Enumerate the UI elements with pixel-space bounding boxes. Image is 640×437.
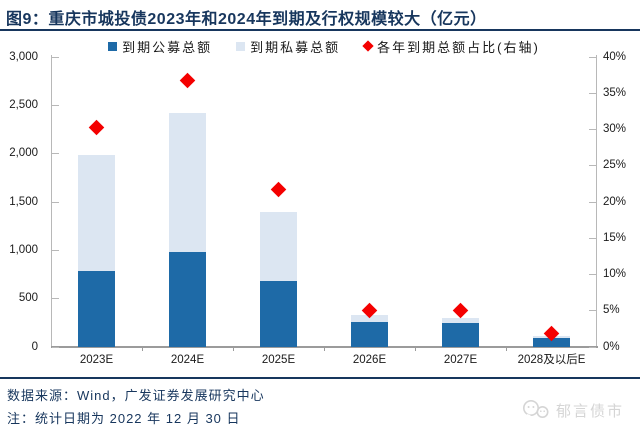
- left-axis-tick-mark: [52, 298, 59, 300]
- legend-item-public-bond: 到期公募总额: [108, 37, 212, 56]
- right-axis-line: [596, 55, 597, 348]
- left-axis-line: [51, 55, 52, 348]
- right-axis-tick-mark: [589, 274, 596, 275]
- bar-public-segment: [78, 271, 115, 347]
- x-axis-tick-mark: [415, 347, 416, 351]
- right-axis-tick-mark: [589, 346, 596, 348]
- x-axis-category-labels: 2023E 2024E 2025E 2026E 2027E 2028及以后E: [51, 353, 597, 369]
- left-axis-tick-label: 1,500: [9, 195, 38, 208]
- watermark-text: 郁言债市: [555, 402, 624, 420]
- right-axis-tick-label: 20%: [603, 195, 627, 208]
- right-axis-tick-label: 5%: [603, 304, 620, 317]
- bar-private-segment: [260, 211, 297, 281]
- legend-label-public: 到期公募总额: [122, 39, 213, 55]
- watermark: 郁言债市: [521, 399, 624, 421]
- x-category-label: 2024E: [170, 354, 205, 366]
- left-axis-tick-label: 500: [18, 292, 38, 305]
- bottom-divider: [0, 377, 640, 379]
- bar-public-segment: [442, 322, 479, 347]
- right-axis-tick-mark: [589, 165, 596, 167]
- right-axis-tick-label: 30%: [603, 123, 627, 135]
- left-axis-tick-label: 2,000: [9, 147, 38, 160]
- left-axis-tick-mark: [52, 104, 59, 106]
- legend-square-swatch-private: [236, 41, 246, 51]
- legend-label-share: 各年到期总额占比(右轴): [377, 39, 540, 55]
- bar-public-segment: [533, 337, 570, 347]
- legend-diamond-swatch-share: [362, 40, 374, 52]
- left-axis-tick-mark: [52, 346, 59, 348]
- x-category-label: 2023E: [79, 354, 114, 366]
- right-axis-tick-mark: [589, 92, 596, 94]
- right-axis-tick-mark: [589, 201, 596, 203]
- chart-legend: 到期公募总额 到期私募总额 各年到期总额占比(右轴): [51, 37, 597, 55]
- left-axis-tick-label: 0: [31, 340, 38, 353]
- bar-private-segment: [351, 315, 388, 322]
- bar-public-segment: [260, 280, 297, 347]
- right-axis-tick-label: 25%: [603, 159, 627, 172]
- x-category-label: 2028及以后E: [517, 354, 586, 366]
- x-axis-tick-mark: [233, 347, 234, 351]
- legend-item-private-bond: 到期私募总额: [236, 37, 340, 56]
- bar-private-segment: [442, 318, 479, 323]
- left-axis-tick-label: 2,500: [9, 98, 38, 111]
- title-divider: [0, 29, 640, 31]
- bar-public-segment: [169, 251, 206, 347]
- share-diamond-marker: [88, 119, 105, 136]
- legend-square-swatch-public: [108, 41, 118, 51]
- right-axis-tick-label: 40%: [603, 50, 627, 63]
- plot-area: [51, 55, 598, 351]
- right-axis-tick-label: 15%: [603, 231, 627, 244]
- footnotes: 数据来源：Wind，广发证券发展研究中心 注：统计日期为 2022 年 12 月…: [7, 384, 265, 430]
- x-category-label: 2025E: [261, 354, 296, 366]
- share-diamond-marker: [179, 73, 196, 89]
- share-diamond-marker: [452, 302, 469, 319]
- x-axis-tick-mark: [142, 347, 143, 351]
- left-axis-tick-label: 3,000: [9, 50, 38, 63]
- legend-item-maturity-share: 各年到期总额占比(右轴): [362, 37, 540, 56]
- chat-bubbles-icon: [522, 400, 549, 418]
- share-diamond-marker: [270, 181, 287, 198]
- right-axis-tick-label: 0%: [603, 340, 620, 353]
- right-axis-tick-mark: [589, 237, 596, 239]
- legend-label-private: 到期私募总额: [250, 39, 341, 55]
- right-axis-tick-label: 10%: [603, 268, 627, 280]
- left-axis-tick-mark: [52, 153, 59, 155]
- x-category-label: 2026E: [352, 354, 387, 366]
- left-axis-tick-mark: [52, 56, 59, 58]
- right-axis-tick-mark: [589, 310, 596, 312]
- figure-title: 图9：重庆市城投债2023年和2024年到期及行权规模较大（亿元）: [6, 11, 487, 28]
- source-note: 数据来源：Wind，广发证券发展研究中心: [7, 388, 265, 403]
- date-note: 注：统计日期为 2022 年 12 月 30 日: [7, 411, 241, 426]
- left-axis-tick-mark: [52, 201, 59, 203]
- left-axis-tick-label: 1,000: [9, 243, 38, 256]
- bar-public-segment: [351, 321, 388, 347]
- bar-private-segment: [78, 155, 115, 272]
- x-axis-tick-mark: [324, 347, 325, 351]
- right-axis-tick-label: 35%: [603, 86, 627, 99]
- x-category-label: 2027E: [443, 354, 478, 366]
- x-axis-tick-mark: [506, 347, 507, 351]
- left-axis-tick-mark: [52, 249, 59, 251]
- right-axis-tick-mark: [589, 56, 596, 58]
- right-axis-tick-mark: [589, 129, 596, 130]
- bar-private-segment: [169, 113, 206, 252]
